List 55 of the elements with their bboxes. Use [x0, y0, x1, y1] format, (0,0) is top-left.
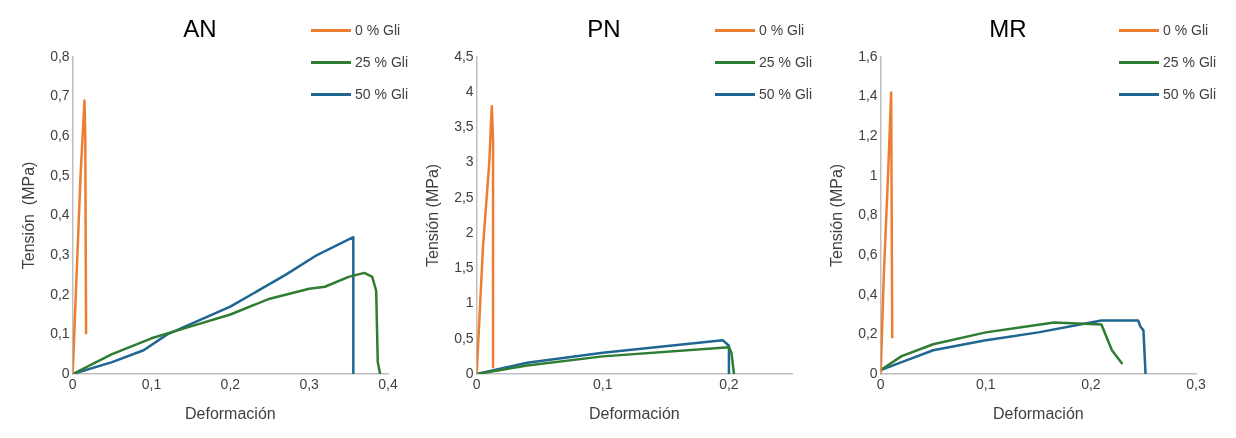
y-tick-label: 2	[465, 223, 474, 240]
y-tick-label: 1,6	[858, 47, 878, 64]
x-tick-label: 0,4	[378, 376, 398, 393]
y-tick-label: 0,8	[858, 206, 878, 223]
y-axis-title: Tensión (MPa)	[828, 163, 846, 267]
y-tick-label: 0,4	[50, 206, 70, 223]
x-tick-label: 0,3	[1186, 376, 1206, 393]
y-tick-label: 0,1	[50, 325, 70, 342]
y-axis-title: Tensión (MPa)	[20, 161, 38, 270]
y-tick-label: 0,8	[50, 47, 70, 64]
y-tick-label: 0,6	[50, 126, 70, 143]
x-axis-title: Deformación	[588, 404, 680, 422]
chart-title: PN	[587, 15, 621, 43]
legend-label: 0 % Gli	[759, 22, 805, 38]
x-tick-label: 0,2	[220, 376, 241, 393]
y-tick-label: 0,7	[50, 87, 70, 104]
y-tick-label: 1	[465, 294, 474, 311]
y-tick-label: 0,5	[454, 329, 474, 346]
x-tick-label: 0,2	[1081, 376, 1101, 393]
chart-title: AN	[183, 15, 217, 43]
legend-label: 0 % Gli	[355, 22, 401, 38]
x-axis-title: Deformación	[992, 404, 1084, 422]
legend-label: 50 % Gli	[1163, 86, 1216, 102]
y-tick-label: 0,2	[858, 325, 878, 342]
y-tick-label: 2,5	[454, 188, 474, 205]
y-tick-label: 0	[61, 364, 70, 381]
legend-label: 50 % Gli	[355, 86, 408, 102]
y-tick-label: 0,6	[858, 245, 878, 262]
y-tick-label: 1	[869, 166, 878, 183]
y-tick-label: 1,4	[858, 87, 878, 104]
y-tick-label: 0,2	[50, 285, 70, 302]
y-tick-label: 3	[465, 153, 474, 170]
x-tick-label: 0,1	[141, 376, 162, 393]
legend-label: 50 % Gli	[759, 86, 812, 102]
y-tick-label: 0,5	[50, 166, 70, 183]
y-tick-label: 0,4	[858, 285, 878, 302]
legend-label: 0 % Gli	[1163, 22, 1209, 38]
x-tick-label: 0,3	[299, 376, 320, 393]
y-tick-label: 4	[465, 82, 474, 99]
y-tick-label: 0	[465, 364, 474, 381]
x-tick-label: 0,2	[719, 376, 739, 393]
y-tick-label: 0	[869, 364, 878, 381]
y-tick-label: 1,2	[858, 126, 878, 143]
y-tick-label: 0,3	[50, 245, 70, 262]
y-tick-label: 3,5	[454, 118, 474, 135]
y-axis-title: Tensión (MPa)	[424, 163, 442, 267]
x-axis-title: Deformación	[184, 404, 276, 422]
y-tick-label: 4,5	[454, 47, 474, 64]
chart-title: MR	[989, 15, 1027, 43]
x-tick-label: 0,1	[593, 376, 613, 393]
legend-label: 25 % Gli	[759, 54, 812, 70]
legend-label: 25 % Gli	[1163, 54, 1216, 70]
x-tick-label: 0,1	[976, 376, 996, 393]
legend-label: 25 % Gli	[355, 54, 408, 70]
y-tick-label: 1,5	[454, 259, 474, 276]
